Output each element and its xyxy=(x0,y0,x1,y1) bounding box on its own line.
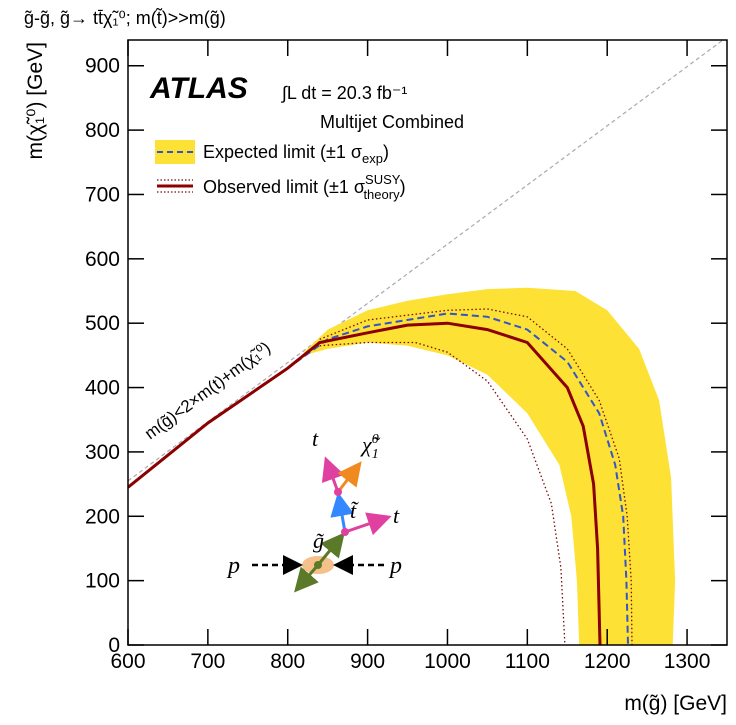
legend-label: Expected limit (±1 σexp) xyxy=(203,142,389,166)
plot-area xyxy=(128,40,724,645)
x-tick-label: 1100 xyxy=(505,650,550,673)
x-tick-label: 700 xyxy=(190,650,225,673)
observed-theory-line xyxy=(319,308,633,645)
kinematic-limit xyxy=(128,40,724,482)
gluino-arrow xyxy=(294,564,320,593)
legend-text: Observed limit (±1 σ xyxy=(203,177,365,197)
y-tick-label: 0 xyxy=(108,634,120,657)
y-tick-label: 500 xyxy=(85,312,120,335)
decay-diagram: t χ̃0 1 t̃ t g̃ p p xyxy=(226,426,402,593)
x-tick-label: 600 xyxy=(110,650,145,673)
y-tick-label: 900 xyxy=(85,55,120,78)
x-tick-label: 800 xyxy=(270,650,305,673)
vertex xyxy=(314,561,322,569)
y-tick-label: 600 xyxy=(85,248,120,271)
x-axis-label: m(g̃) [GeV] xyxy=(624,692,727,715)
top-arrow xyxy=(321,456,345,493)
plot-frame xyxy=(127,39,728,646)
diagram-label: g̃ xyxy=(313,528,324,553)
legend-text: ) xyxy=(383,142,389,162)
vertex xyxy=(334,488,342,496)
x-tick-label: 1200 xyxy=(584,650,631,673)
diagram-label: χ̃0 1 xyxy=(360,432,381,462)
chart-title: g̃-g̃, g̃→ tt̄χ̃₁⁰; m(t̃)>>m(g̃) xyxy=(24,8,226,28)
y-tick-label: 400 xyxy=(85,377,120,400)
diagram-sub: 1 xyxy=(372,447,379,462)
y-tick-label: 700 xyxy=(85,183,120,206)
observed-line xyxy=(128,321,602,645)
experiment-label: ATLAS xyxy=(149,72,248,105)
y-tick-label: 300 xyxy=(85,441,120,464)
luminosity-label: ∫L dt = 20.3 fb⁻¹ xyxy=(280,83,407,103)
diagram-label: p xyxy=(388,553,402,579)
observed-theory-line xyxy=(319,341,566,645)
x-tick-label: 1000 xyxy=(424,650,471,673)
expected-line xyxy=(128,312,629,645)
y-tick-label: 100 xyxy=(85,570,120,593)
diagram-label: t̃ xyxy=(350,498,359,523)
legend-text: ) xyxy=(400,177,406,197)
diagram-label: t xyxy=(393,503,400,528)
gluino-arrow xyxy=(316,532,345,566)
y-axis-label: m(χ̃₁⁰) [GeV] xyxy=(24,42,47,160)
expected-band xyxy=(303,287,676,645)
legend-label: Observed limit (±1 σSUSY theory) xyxy=(203,172,406,202)
diagram-sup: 0 xyxy=(372,432,379,447)
stop-arrow xyxy=(330,492,354,533)
legend-text: Expected limit (±1 σ xyxy=(203,142,362,162)
y-tick-label: 800 xyxy=(85,119,120,142)
top-arrow xyxy=(344,512,392,536)
neutralino-arrow xyxy=(336,461,362,493)
legend-sup: SUSY xyxy=(365,172,401,187)
x-tick-label: 1300 xyxy=(664,650,711,673)
legend-sub: theory xyxy=(363,187,400,202)
diagram-label: p xyxy=(226,553,240,579)
legend-sub: exp xyxy=(362,151,383,166)
diagram-label: t xyxy=(312,426,319,451)
y-tick-label: 200 xyxy=(85,505,120,528)
vertex xyxy=(341,528,349,536)
x-tick-label: 900 xyxy=(350,650,385,673)
analysis-label: Multijet Combined xyxy=(320,112,464,132)
